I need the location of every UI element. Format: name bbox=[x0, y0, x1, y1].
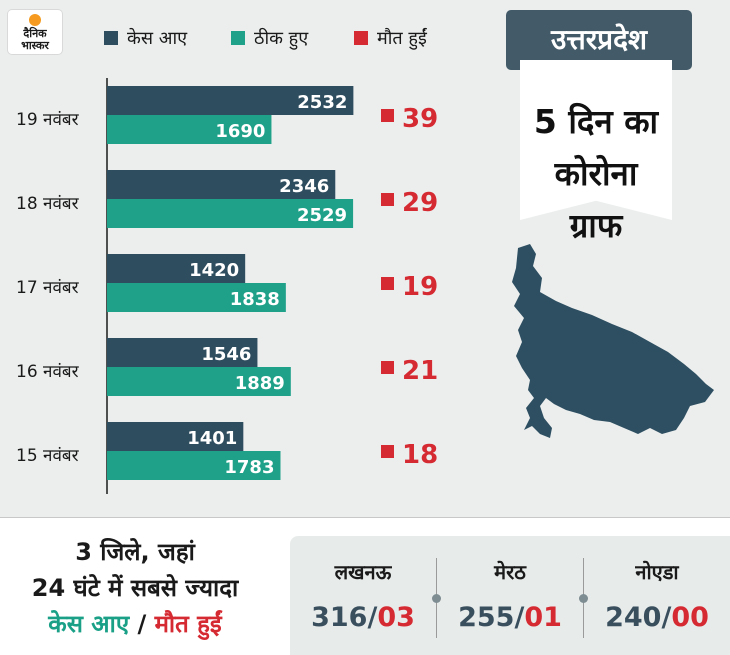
bar-value-label: 2529 bbox=[297, 205, 347, 226]
recovered-swatch bbox=[231, 31, 245, 45]
legend-label-cases: केस आए bbox=[127, 28, 188, 49]
cases-value: 255 bbox=[458, 602, 515, 633]
death-marker bbox=[381, 361, 394, 374]
bar-recovered bbox=[107, 451, 281, 480]
bar-cases bbox=[107, 170, 336, 199]
bar-recovered bbox=[107, 367, 291, 396]
bar-cases bbox=[107, 254, 246, 283]
legend-item-recovered: ठीक हुए bbox=[231, 25, 308, 51]
districts-title-line1: 3 जिले, जहां bbox=[75, 538, 195, 566]
district-figures-noida: 240/00 bbox=[584, 602, 730, 633]
logo-line2: भास्कर bbox=[21, 39, 49, 52]
title-cases: केस आए bbox=[48, 610, 130, 638]
category-label: 19 नवंबर bbox=[16, 110, 80, 130]
figure-separator: / bbox=[514, 602, 525, 633]
bar-value-label: 1546 bbox=[201, 344, 251, 365]
bar-value-label: 1838 bbox=[230, 289, 280, 310]
death-marker bbox=[381, 277, 394, 290]
district-name-noida: नोएडा bbox=[635, 560, 679, 584]
legend-label-recovered: ठीक हुए bbox=[254, 28, 309, 49]
bar-value-label: 1783 bbox=[224, 457, 274, 478]
headline-line1: 5 दिन का bbox=[533, 102, 659, 141]
divider-dot bbox=[432, 594, 441, 603]
death-value-label: 21 bbox=[402, 356, 438, 386]
bar-recovered bbox=[107, 115, 272, 144]
uttar-pradesh-map-icon bbox=[512, 244, 714, 438]
death-value-label: 39 bbox=[402, 104, 438, 134]
districts-title-line3: केस आए / मौत हुईं bbox=[0, 606, 270, 642]
headline: 5 दिन का कोरोना ग्राफ bbox=[520, 96, 672, 252]
logo-line1: दैनिक bbox=[23, 27, 47, 40]
category-label: 18 नवंबर bbox=[16, 194, 80, 214]
headline-line3: ग्राफ bbox=[569, 206, 623, 245]
figure-separator: / bbox=[367, 602, 378, 633]
legend-label-deaths: मौत हुईं bbox=[377, 28, 427, 49]
sun-icon bbox=[29, 14, 41, 26]
bar-value-label: 1401 bbox=[187, 428, 237, 449]
bar-value-label: 1889 bbox=[235, 373, 285, 394]
deaths-value: 00 bbox=[671, 602, 709, 633]
headline-ribbon bbox=[520, 60, 672, 220]
bar-cases bbox=[107, 422, 244, 451]
bar-recovered bbox=[107, 199, 354, 228]
death-value-label: 19 bbox=[402, 272, 438, 302]
district-figures-lucknow: 316/03 bbox=[290, 602, 436, 633]
death-value-label: 29 bbox=[402, 188, 438, 218]
bar-value-label: 2346 bbox=[279, 176, 329, 197]
districts-box: लखनऊ 316/03 मेरठ 255/01 नोएडा 240/00 bbox=[290, 536, 730, 655]
deaths-swatch bbox=[354, 31, 368, 45]
death-value-label: 18 bbox=[402, 440, 438, 470]
figure-separator: / bbox=[661, 602, 672, 633]
district-name-meerut: मेरठ bbox=[494, 560, 526, 584]
divider-dot bbox=[579, 594, 588, 603]
bar-value-label: 2532 bbox=[297, 92, 347, 113]
category-label: 16 नवंबर bbox=[16, 362, 80, 382]
legend-item-deaths: मौत हुईं bbox=[354, 25, 427, 51]
deaths-value: 03 bbox=[377, 602, 415, 633]
cases-swatch bbox=[104, 31, 118, 45]
district-figures-meerut: 255/01 bbox=[437, 602, 583, 633]
category-label: 17 नवंबर bbox=[16, 278, 80, 298]
death-marker bbox=[381, 109, 394, 122]
death-marker bbox=[381, 445, 394, 458]
cases-value: 240 bbox=[605, 602, 662, 633]
title-deaths: मौत हुईं bbox=[154, 610, 222, 638]
bar-cases bbox=[107, 338, 258, 367]
cases-value: 316 bbox=[311, 602, 368, 633]
district-name-lucknow: लखनऊ bbox=[334, 560, 392, 584]
districts-title-line2: 24 घंटे में सबसे ज्यादा bbox=[31, 574, 239, 602]
legend-item-cases: केस आए bbox=[104, 25, 187, 51]
bar-cases bbox=[107, 86, 354, 115]
category-label: 15 नवंबर bbox=[16, 446, 80, 466]
bar-value-label: 1420 bbox=[189, 260, 239, 281]
bar-chart: 19 नवंबर 2532 1690 39 18 नवंबर 2346 2529 29 17 न… bbox=[16, 78, 438, 494]
death-marker bbox=[381, 193, 394, 206]
chart-panel: 19 नवंबर 2532 1690 39 18 नवंबर 2346 2529 29 17 न… bbox=[0, 0, 730, 517]
headline-line2: कोरोना bbox=[554, 154, 638, 193]
bar-value-label: 1690 bbox=[215, 121, 265, 142]
dainik-bhaskar-logo: दैनिक भास्कर bbox=[8, 10, 62, 54]
deaths-value: 01 bbox=[524, 602, 562, 633]
bar-recovered bbox=[107, 283, 286, 312]
top-districts-panel: 3 जिले, जहां 24 घंटे में सबसे ज्यादा केस… bbox=[0, 517, 730, 655]
title-separator: / bbox=[129, 610, 155, 638]
